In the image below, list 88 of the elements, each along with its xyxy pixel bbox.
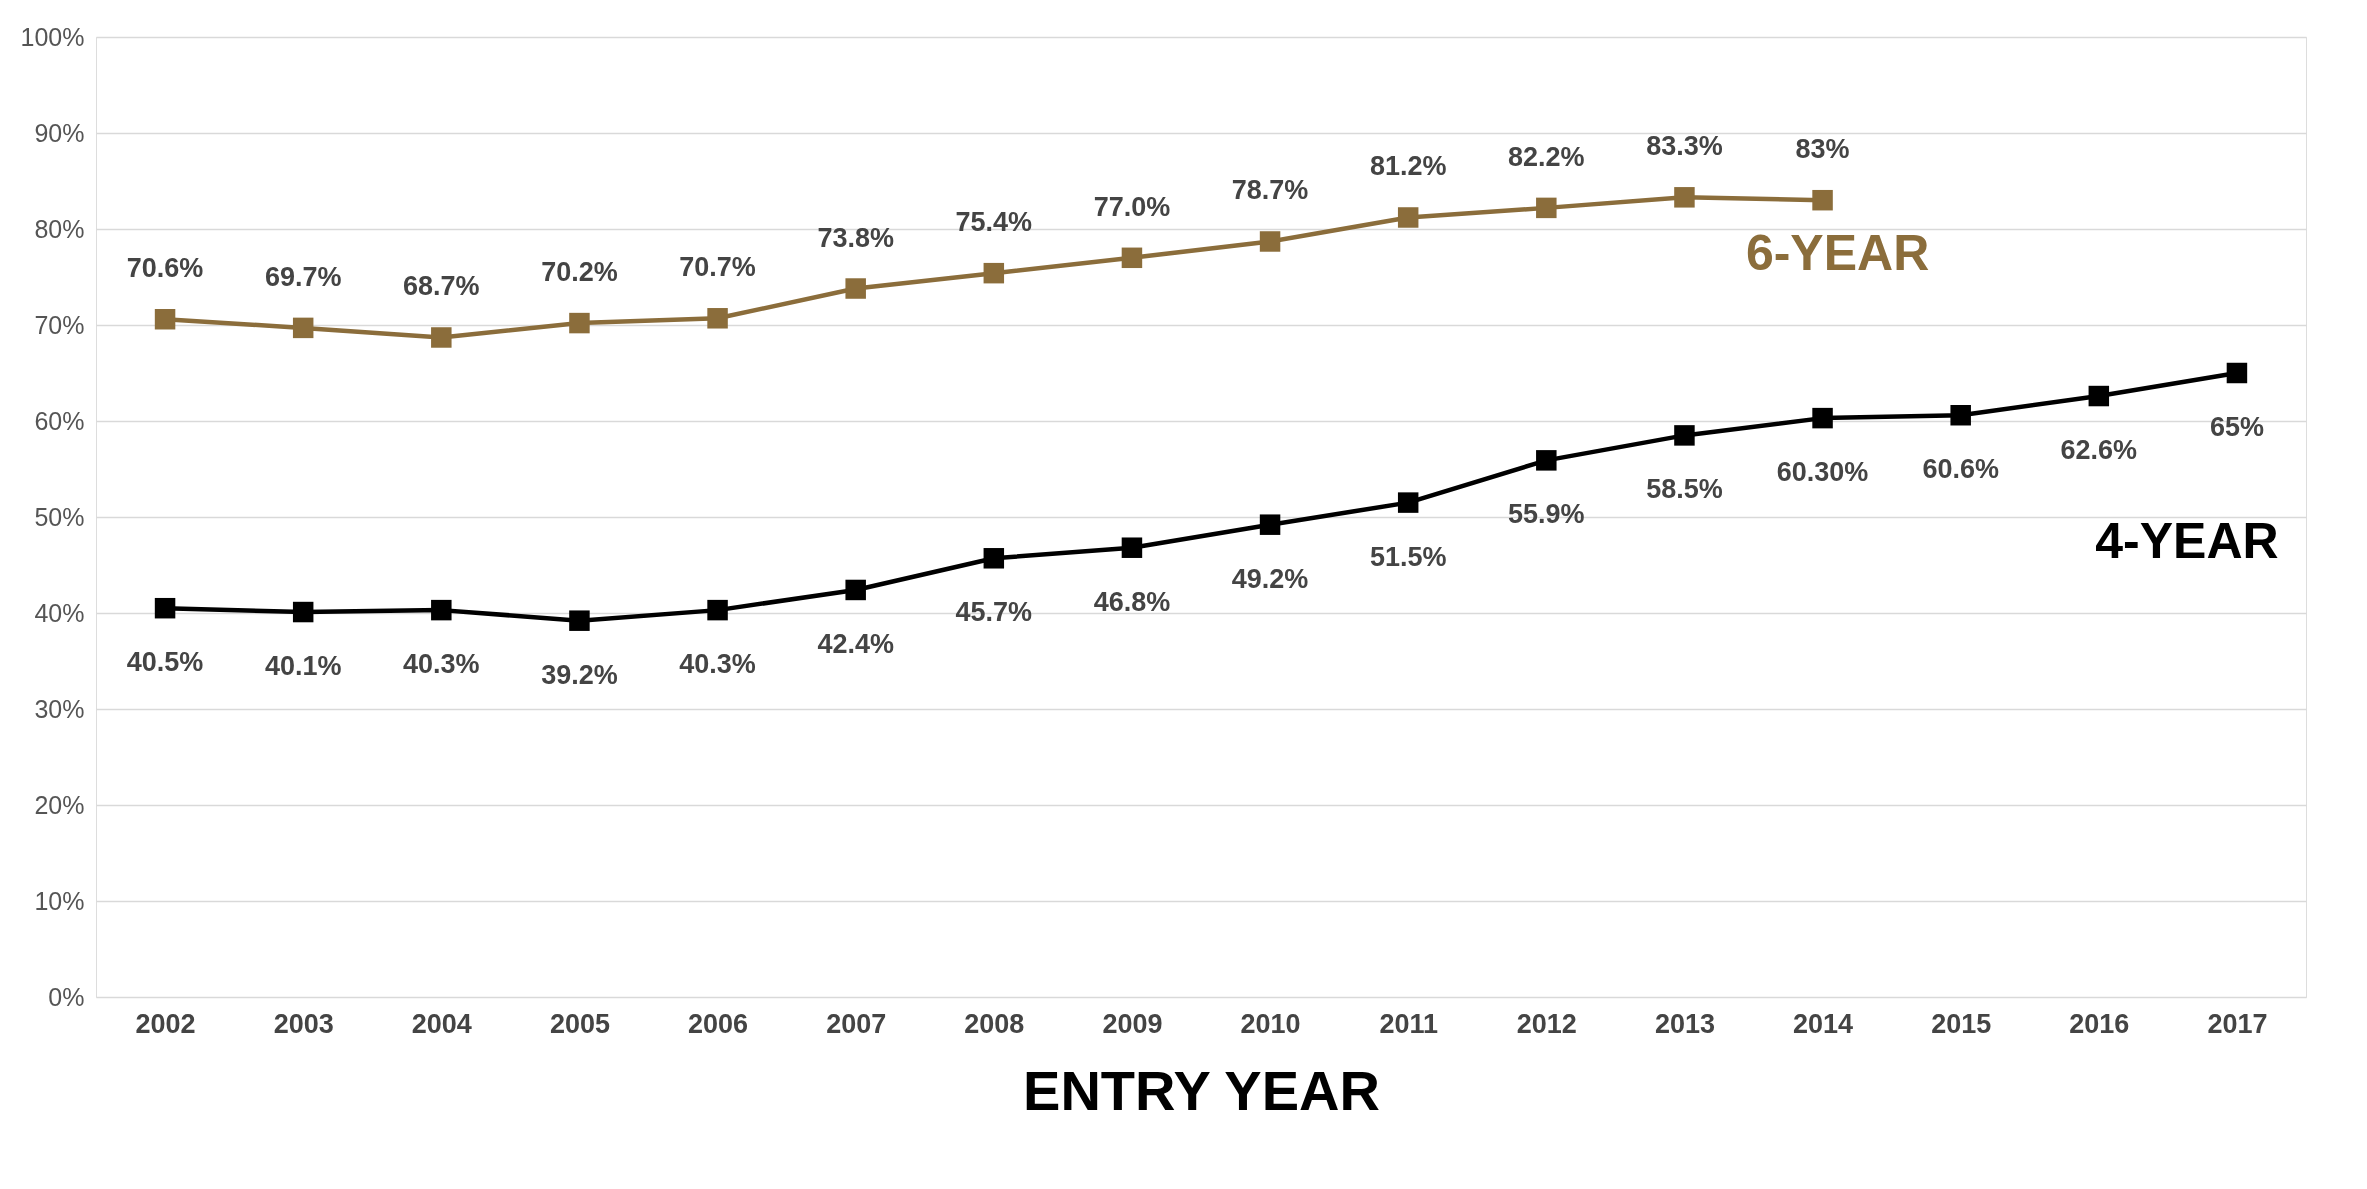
data-label: 60.30% (1776, 457, 1869, 488)
point (154, 597, 176, 619)
x-tick-label: 2007 (826, 1008, 887, 1039)
x-tick-label: 2011 (1379, 1008, 1438, 1039)
x-tick-label: 2009 (1102, 1008, 1163, 1039)
point (845, 579, 866, 601)
data-label: 78.7% (1231, 175, 1309, 206)
x-tick-label: 2012 (1516, 1008, 1577, 1039)
point (1950, 404, 1971, 426)
point (1397, 492, 1419, 513)
data-label: 46.8% (1093, 586, 1171, 617)
point (154, 308, 176, 330)
data-label: 51.5% (1369, 541, 1447, 572)
x-tick-label: 2013 (1654, 1008, 1715, 1039)
point (2088, 385, 2110, 407)
point (1674, 187, 1695, 208)
text: 4-YEAR (2095, 513, 2279, 569)
point (707, 599, 728, 621)
y-tick-label: 0% (48, 982, 85, 1011)
x-tick-label: 2004 (411, 1008, 472, 1039)
data-label: 81.2% (1369, 151, 1447, 182)
data-label: 68.7% (403, 271, 480, 302)
series-label: 6-YEAR (1745, 225, 1930, 282)
data-label: 83.3% (1646, 131, 1723, 162)
y-tick-label: 80% (34, 214, 85, 243)
y-tick-label: 10% (34, 886, 85, 915)
x-tick-label: 2017 (2207, 1008, 2268, 1039)
data-label: 70.7% (679, 252, 756, 283)
data-label: 40.3% (679, 649, 756, 680)
data-label: 49.2% (1231, 563, 1309, 594)
point (1812, 407, 1833, 429)
point (1121, 537, 1143, 558)
point (431, 327, 452, 348)
x-tick-label: 2003 (273, 1008, 334, 1039)
point (707, 308, 728, 329)
x-tick-label: 2002 (135, 1008, 196, 1039)
point (431, 599, 452, 621)
data-label: 40.1% (264, 651, 342, 682)
y-tick-label: 40% (34, 598, 85, 627)
point (983, 262, 1005, 284)
data-label: 40.5% (126, 647, 204, 678)
data-label: 55.9% (1508, 499, 1585, 530)
point (1259, 231, 1281, 252)
x-tick-label: 2015 (1931, 1008, 1992, 1039)
x-tick-label: 2014 (1793, 1008, 1854, 1039)
data-label: 70.6% (126, 253, 204, 284)
data-label: 77.0% (1093, 191, 1171, 222)
y-tick-label: 20% (34, 790, 85, 819)
data-label: 82.2% (1508, 141, 1585, 172)
y-tick-label: 30% (34, 694, 85, 723)
point (845, 278, 866, 299)
y-tick-label: 100% (20, 22, 85, 51)
data-label: 39.2% (541, 659, 618, 690)
y-tick-label: 90% (34, 118, 85, 147)
point (1259, 514, 1281, 535)
point (292, 601, 314, 623)
x-tick-label: 2005 (549, 1008, 610, 1039)
x-tick-label: 2008 (964, 1008, 1025, 1039)
point (1812, 189, 1833, 211)
data-label: 65% (2209, 412, 2264, 442)
point (1397, 207, 1419, 228)
point (569, 610, 590, 631)
x-axis-title: ENTRY YEAR (1023, 1058, 1380, 1122)
x-tick-label: 2016 (2069, 1008, 2130, 1039)
y-tick-label: 50% (34, 502, 85, 531)
data-label: 83% (1795, 134, 1850, 165)
x-tick-label: 2010 (1240, 1008, 1301, 1039)
data-label: 70.2% (541, 257, 618, 288)
data-label: 75.4% (955, 207, 1033, 238)
point (1674, 425, 1695, 446)
point (292, 317, 314, 339)
point (983, 548, 1005, 569)
data-label: 62.6% (2060, 435, 2138, 466)
data-label: 73.8% (817, 222, 894, 253)
point (569, 312, 590, 334)
x-tick-label: 2006 (688, 1008, 749, 1039)
data-label: 40.3% (403, 649, 480, 680)
point (1536, 197, 1557, 219)
data-label: 42.4% (817, 628, 894, 659)
data-label: 45.7% (955, 597, 1033, 628)
data-label: 69.7% (264, 261, 342, 292)
data-label: 58.5% (1646, 474, 1723, 505)
y-tick-label: 60% (34, 406, 85, 435)
point (1536, 450, 1557, 471)
point (1121, 247, 1143, 269)
data-label: 60.6% (1922, 454, 1999, 485)
y-tick-label: 70% (34, 310, 85, 339)
point (2226, 362, 2248, 384)
